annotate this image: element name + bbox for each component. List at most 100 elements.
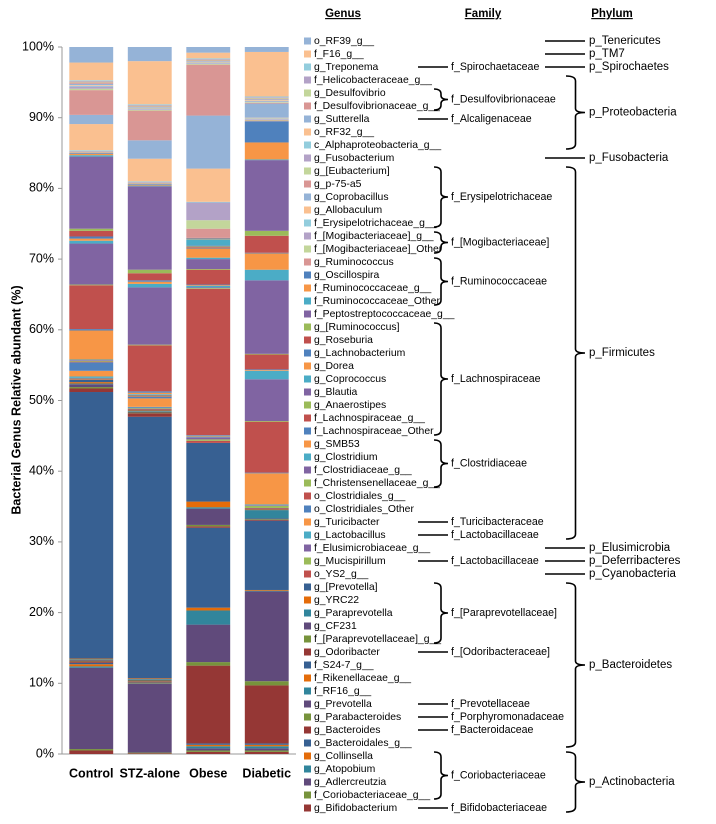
bar-segment <box>186 64 231 116</box>
legend-swatch <box>304 388 311 396</box>
bar-segment <box>186 436 231 438</box>
bar-segment <box>186 665 231 744</box>
family-label: f_Lactobacillaceae <box>451 555 539 567</box>
bar-segment <box>127 280 172 282</box>
bar-segment <box>186 61 231 63</box>
legend-label: o_RF39_g__ <box>314 36 374 47</box>
legend-swatch <box>304 89 311 97</box>
bar-segment <box>244 507 289 509</box>
bar-segment <box>127 411 172 412</box>
bar-segment <box>127 104 172 105</box>
bar-segment <box>69 361 114 363</box>
bar-segment <box>69 376 114 378</box>
legend-label: f_[Mogibacteriaceae]_Other <box>314 244 443 255</box>
family-label: f_Clostridiaceae <box>451 457 527 469</box>
bar-segment <box>69 360 114 362</box>
family-label: f_Turicibacteraceae <box>451 516 544 528</box>
phylum-label: p_Firmicutes <box>589 347 655 359</box>
legend-label: g_Bifidobacterium <box>314 803 397 814</box>
bar-segment <box>69 370 114 377</box>
bar-segment <box>244 370 289 371</box>
bar-segment <box>186 62 231 64</box>
bar-segment <box>69 362 114 371</box>
bar-segment <box>127 273 172 281</box>
legend-label: g_Oscillospira <box>314 270 379 281</box>
family-label: f_Porphyromonadaceae <box>451 711 564 723</box>
legend-label: g_Mucispirillum <box>314 556 386 567</box>
family-label: f_Desulfovibrionaceae <box>451 93 556 105</box>
bar-segment <box>127 413 172 417</box>
bar-segment <box>69 90 114 115</box>
bar-segment <box>244 51 289 97</box>
legend-label: f_[Paraprevotellaceae]_g__ <box>314 634 441 645</box>
legend-label: g_Dorea <box>314 361 354 372</box>
legend-swatch <box>304 609 311 617</box>
brace <box>433 439 449 488</box>
legend-label: f_Lachnospiraceae_Other <box>314 426 434 437</box>
legend-label: g_Anaerostipes <box>314 400 386 411</box>
bar-segment <box>127 406 172 408</box>
bar-segment <box>127 183 172 185</box>
legend-label: g_Clostridium <box>314 452 378 463</box>
legend-swatch <box>304 414 311 422</box>
bar-segment <box>186 607 231 611</box>
bar-segment <box>127 396 172 399</box>
bar-segment <box>127 408 172 410</box>
bar-segment <box>244 353 289 355</box>
bar-segment <box>244 269 289 281</box>
bar-segment <box>127 344 172 346</box>
bar-segment <box>186 288 231 436</box>
bar-segment <box>186 287 231 289</box>
bar-segment <box>186 47 231 53</box>
legend-swatch <box>304 375 311 383</box>
legend-swatch <box>304 583 311 591</box>
legend-swatch <box>304 245 311 253</box>
bar-segment <box>186 268 231 270</box>
bar-segment <box>244 748 289 751</box>
bar-segment <box>186 284 231 286</box>
bar-segment <box>69 388 114 393</box>
bar-segment <box>244 508 289 510</box>
legend-swatch <box>304 310 311 318</box>
bar-segment <box>127 394 172 395</box>
bar-segment <box>186 285 231 286</box>
bar-segment <box>127 680 172 682</box>
bar-segment <box>186 748 231 751</box>
bar-segment <box>69 660 114 662</box>
bar-segment <box>186 58 231 60</box>
bar-segment <box>186 202 231 221</box>
bar-segment <box>69 153 114 154</box>
legend-swatch <box>304 440 311 448</box>
bar-segment <box>127 104 172 106</box>
legend-label: g_CF231 <box>314 621 357 632</box>
phylum-label: p_Spirochaetes <box>589 61 669 73</box>
y-tick-label: 40% <box>29 463 54 477</box>
bar-segment <box>127 411 172 413</box>
bar-segment <box>69 151 114 153</box>
bar-segment <box>69 80 114 82</box>
bar-segment <box>69 238 114 241</box>
family-label: f_Bifidobacteriaceae <box>451 802 547 814</box>
bar-segment <box>244 235 289 253</box>
bar-segment <box>69 659 114 660</box>
legend-label: g_Ruminococcus <box>314 257 394 268</box>
bar-segment <box>244 370 289 380</box>
bar-segment <box>244 252 289 254</box>
bar-segment <box>69 80 114 81</box>
bar-segment <box>186 285 231 288</box>
phylum-label: p_Fusobacteria <box>589 152 669 164</box>
legend-label: f_Ruminococcaceae_g__ <box>314 283 431 294</box>
legend-swatch <box>304 37 311 45</box>
bar-segment <box>186 52 231 59</box>
bar-segment <box>69 664 114 667</box>
bar-segment <box>127 283 172 288</box>
legend-label: f_S24-7_g__ <box>314 660 374 671</box>
legend-swatch <box>304 531 311 539</box>
bar-segment <box>244 505 289 506</box>
bar-segment <box>244 159 289 161</box>
bar-segment <box>127 392 172 395</box>
legend-swatch <box>304 674 311 682</box>
bar-segment <box>127 395 172 397</box>
bar-segment <box>69 228 114 231</box>
bar-segment <box>69 360 114 361</box>
